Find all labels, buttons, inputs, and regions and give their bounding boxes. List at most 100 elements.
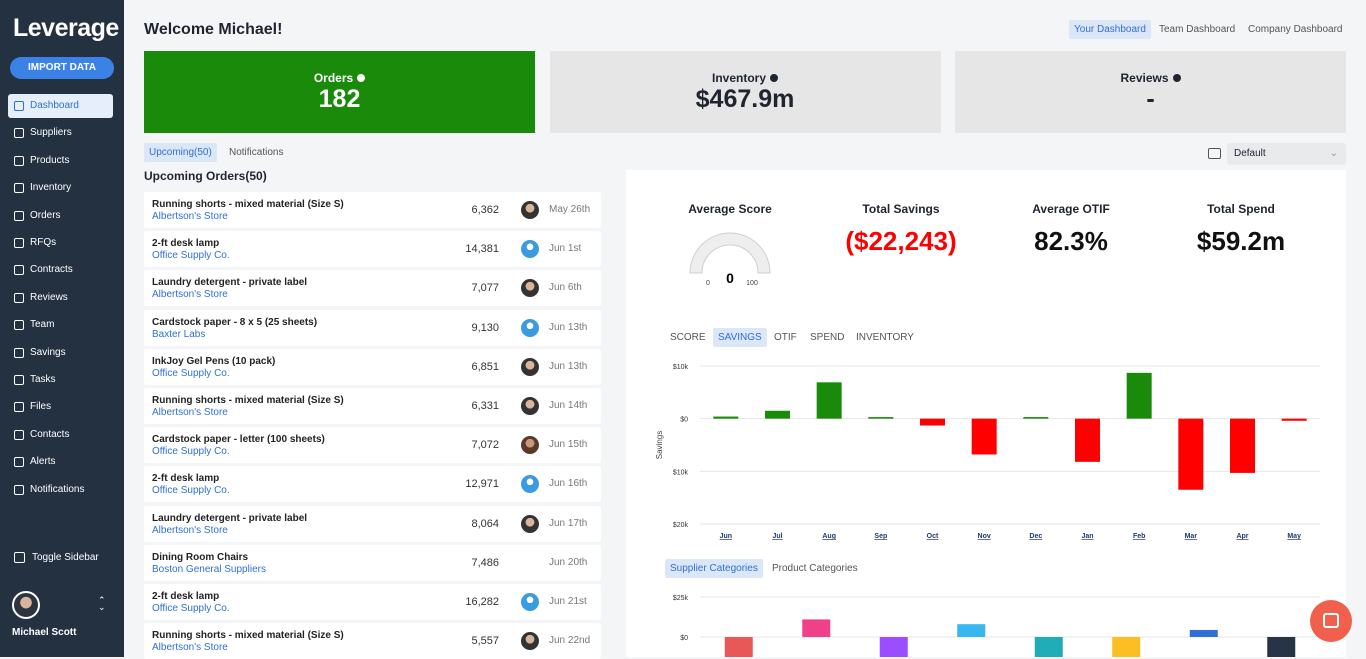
dashboard-tab[interactable]: Team Dashboard: [1159, 24, 1236, 35]
order-avatar: [521, 475, 539, 494]
nav-icon: [14, 347, 24, 358]
order-date: Jun 20th: [549, 556, 588, 568]
order-row[interactable]: Running shorts - mixed material (Size S)…: [144, 192, 601, 228]
order-quantity: 7,486: [471, 556, 499, 569]
nav-icon: [14, 155, 24, 166]
category-tab[interactable]: Supplier Categories: [665, 559, 763, 578]
nav-item[interactable]: Suppliers: [8, 121, 113, 145]
order-row[interactable]: Running shorts - mixed material (Size S)…: [144, 388, 601, 424]
order-row[interactable]: Laundry detergent - private label Alberts…: [144, 505, 601, 542]
order-supplier: Albertson's Store: [152, 524, 228, 536]
order-row[interactable]: InkJoy Gel Pens (10 pack) Office Supply C…: [144, 348, 601, 385]
nav-label: Team: [30, 319, 55, 331]
nav-item[interactable]: Contracts: [8, 258, 113, 282]
order-row[interactable]: Cardstock paper - letter (100 sheets) Off…: [144, 427, 601, 464]
nav-item[interactable]: Orders: [8, 204, 113, 228]
order-quantity: 6,331: [471, 400, 499, 412]
nav-item[interactable]: Alerts: [8, 450, 113, 474]
nav-icon: [14, 292, 24, 303]
order-supplier: Office Supply Co.: [152, 485, 230, 497]
order-tab[interactable]: Notifications: [229, 147, 284, 158]
nav-label: Files: [30, 401, 52, 413]
kpi-value: -: [1146, 85, 1155, 113]
nav-icon: [14, 402, 24, 413]
order-supplier: Albertson's Store: [152, 211, 228, 222]
kpi-label-text: Orders: [313, 71, 354, 85]
nav-item[interactable]: Dashboard: [8, 94, 113, 118]
user-menu-chevron[interactable]: ⌃ ⌄: [98, 595, 106, 612]
order-date: Jun 13th: [549, 360, 588, 372]
chart-tab[interactable]: SCORE: [670, 332, 706, 343]
order-row[interactable]: 2-ft desk lamp Office Supply Co. 14,381 Jun…: [144, 231, 601, 268]
kpi-card: Inventory $467.9m: [549, 51, 941, 133]
chat-button[interactable]: [1310, 600, 1352, 642]
nav-label: Dashboard: [30, 100, 79, 111]
nav-icon: [14, 128, 24, 139]
user-avatar[interactable]: [12, 591, 40, 619]
order-row[interactable]: 2-ft desk lamp Office Supply Co. 16,282 Jun…: [144, 584, 601, 620]
sidebar: Leverage IMPORT DATA Dashboard Suppliers P…: [0, 0, 124, 657]
nav-item[interactable]: Products: [8, 149, 113, 173]
help-icon: [357, 74, 366, 82]
chart-tab[interactable]: OTIF: [774, 332, 797, 343]
metric-label: Average OTIF: [1032, 202, 1110, 216]
orders-title: Upcoming Orders(50): [144, 169, 267, 183]
order-item: Laundry detergent - private label: [152, 277, 308, 289]
order-quantity: 7,072: [471, 439, 499, 452]
order-item: Laundry detergent - private label: [152, 512, 308, 524]
help-icon: [770, 74, 778, 82]
order-item: Running shorts - mixed material (Size S): [152, 199, 344, 210]
order-date: Jun 21st: [549, 596, 587, 607]
nav-label: Notifications: [30, 483, 85, 495]
order-avatar: [521, 201, 539, 219]
nav-item[interactable]: Files: [8, 395, 113, 419]
nav-label: Reviews: [30, 291, 68, 303]
import-button[interactable]: IMPORT DATA: [10, 57, 114, 79]
nav-icon: [14, 429, 24, 440]
order-row[interactable]: Cardstock paper - 8 x 5 (25 sheets) Baxte…: [144, 309, 601, 346]
order-item: 2-ft desk lamp: [152, 591, 220, 602]
order-quantity: 6,851: [471, 360, 499, 373]
order-row[interactable]: Dining Room Chairs Boston General Supplie…: [144, 544, 601, 581]
nav-icon: [14, 457, 24, 468]
order-row[interactable]: Running shorts - mixed material (Size S)…: [144, 623, 601, 659]
order-item: Cardstock paper - 8 x 5 (25 sheets): [152, 316, 318, 328]
nav-item[interactable]: Contacts: [8, 423, 113, 447]
nav-item[interactable]: Tasks: [8, 368, 113, 392]
dashboard-tab[interactable]: Company Dashboard: [1248, 24, 1343, 35]
nav-label: Products: [30, 154, 70, 166]
chart-tab[interactable]: SPEND: [810, 332, 845, 343]
order-date: Jun 22nd: [549, 635, 591, 647]
nav-item[interactable]: Inventory: [8, 176, 113, 200]
chart-tab[interactable]: INVENTORY: [856, 332, 914, 343]
toggle-sidebar[interactable]: Toggle Sidebar: [32, 552, 99, 563]
order-row[interactable]: Laundry detergent - private label Alberts…: [144, 270, 601, 307]
order-date: Jun 6th: [549, 282, 582, 294]
kpi-label-text: Reviews: [1120, 71, 1169, 85]
order-row[interactable]: 2-ft desk lamp Office Supply Co. 12,971 Jun…: [144, 466, 601, 503]
order-tab[interactable]: Upcoming(50): [144, 143, 217, 162]
chart-tab[interactable]: SAVINGS: [713, 328, 767, 347]
view-select[interactable]: Default ⌄: [1227, 143, 1346, 165]
category-tab[interactable]: Product Categories: [772, 563, 858, 574]
kpi-card: Reviews -: [955, 51, 1346, 133]
order-date: Jun 1st: [549, 243, 582, 255]
nav-item[interactable]: Team: [8, 313, 113, 337]
order-item: Running shorts - mixed material (Size S): [152, 395, 344, 406]
order-avatar: [521, 318, 539, 337]
nav-item[interactable]: Savings: [8, 341, 113, 365]
metric-label: Total Savings: [862, 202, 940, 216]
order-item: InkJoy Gel Pens (10 pack): [152, 355, 276, 367]
order-date: Jun 16th: [549, 478, 588, 490]
nav-item[interactable]: RFQs: [8, 231, 113, 255]
dashboard-tab[interactable]: Your Dashboard: [1069, 20, 1151, 39]
order-avatar: [521, 593, 539, 611]
print-icon[interactable]: [1208, 148, 1221, 159]
nav-icon: [14, 238, 24, 248]
nav-icon: [14, 320, 24, 331]
order-quantity: 8,064: [471, 517, 499, 530]
nav-label: Tasks: [30, 374, 56, 385]
nav-item[interactable]: Notifications: [8, 478, 113, 502]
nav-item[interactable]: Reviews: [8, 286, 113, 310]
